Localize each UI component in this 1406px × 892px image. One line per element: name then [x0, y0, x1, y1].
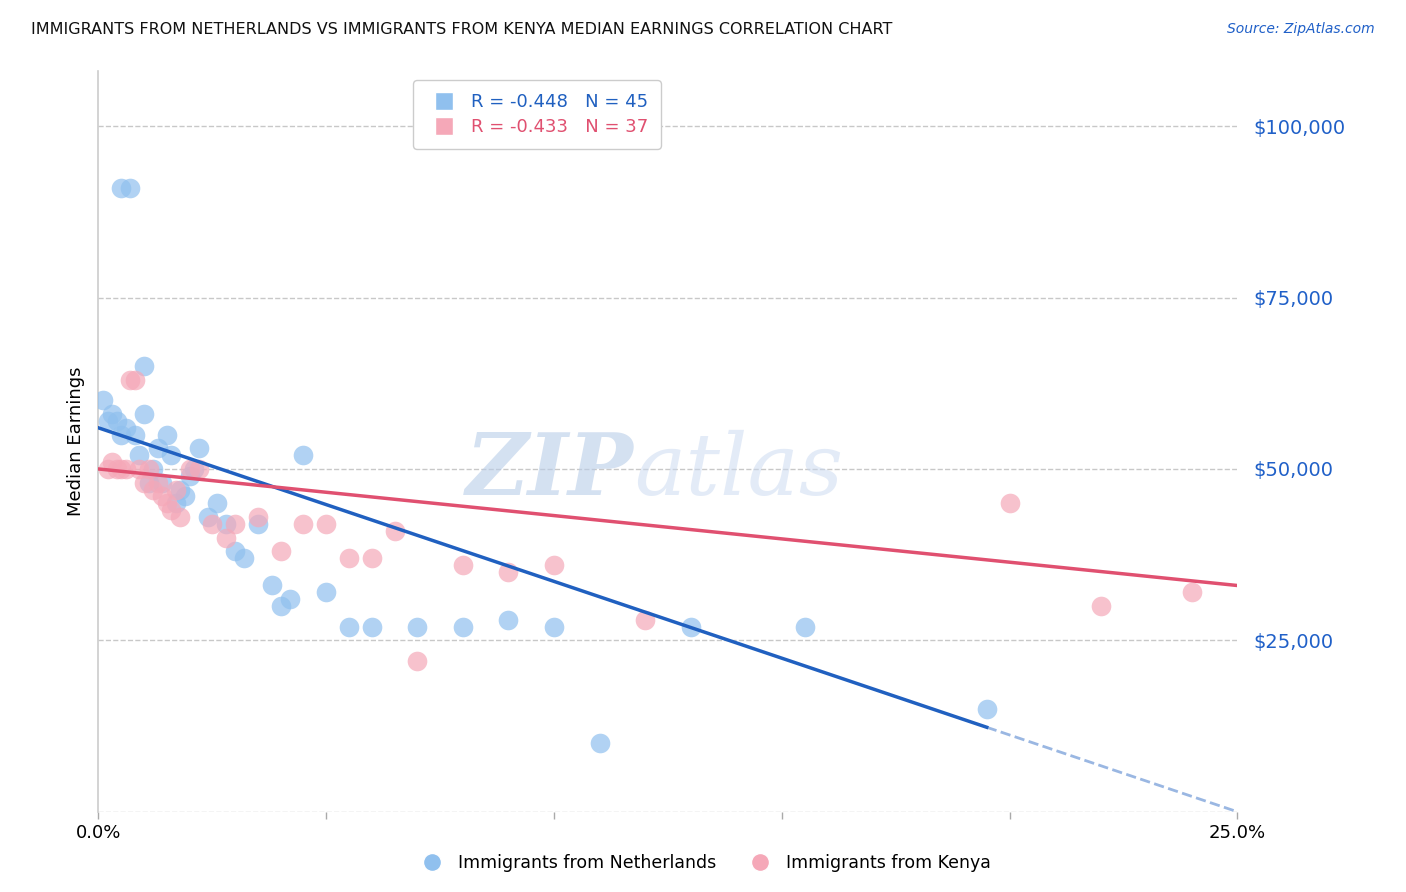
Legend: R = -0.448   N = 45, R = -0.433   N = 37: R = -0.448 N = 45, R = -0.433 N = 37 — [413, 80, 661, 149]
Point — [101, 455, 124, 469]
Point — [120, 181, 142, 195]
Point — [160, 448, 183, 462]
Point — [201, 516, 224, 531]
Point — [588, 736, 610, 750]
Point — [105, 414, 128, 428]
Point — [120, 373, 142, 387]
Point — [451, 558, 474, 572]
Point — [543, 619, 565, 633]
Point — [205, 496, 228, 510]
Point — [91, 393, 114, 408]
Point — [315, 585, 337, 599]
Point — [315, 516, 337, 531]
Point — [96, 462, 118, 476]
Point — [150, 489, 173, 503]
Point — [142, 483, 165, 497]
Point — [165, 496, 187, 510]
Point — [498, 613, 520, 627]
Point — [360, 551, 382, 566]
Point — [224, 516, 246, 531]
Point — [124, 373, 146, 387]
Point — [114, 421, 136, 435]
Point — [156, 496, 179, 510]
Point — [165, 483, 187, 497]
Point — [246, 510, 269, 524]
Point — [270, 599, 292, 613]
Point — [998, 496, 1021, 510]
Text: ZIP: ZIP — [465, 429, 634, 513]
Legend: Immigrants from Netherlands, Immigrants from Kenya: Immigrants from Netherlands, Immigrants … — [408, 847, 998, 879]
Point — [215, 531, 238, 545]
Point — [197, 510, 219, 524]
Point — [138, 475, 160, 490]
Point — [337, 551, 360, 566]
Point — [169, 510, 191, 524]
Point — [215, 516, 238, 531]
Point — [634, 613, 657, 627]
Point — [793, 619, 815, 633]
Point — [142, 462, 165, 476]
Point — [543, 558, 565, 572]
Point — [292, 448, 315, 462]
Point — [292, 516, 315, 531]
Point — [1181, 585, 1204, 599]
Point — [128, 448, 150, 462]
Point — [179, 468, 201, 483]
Point — [224, 544, 246, 558]
Point — [132, 475, 155, 490]
Point — [337, 619, 360, 633]
Point — [179, 462, 201, 476]
Point — [406, 654, 429, 668]
Point — [1090, 599, 1112, 613]
Point — [174, 489, 197, 503]
Point — [138, 462, 160, 476]
Point — [146, 442, 169, 456]
Point — [101, 407, 124, 421]
Point — [124, 427, 146, 442]
Point — [156, 427, 179, 442]
Point — [110, 181, 132, 195]
Point — [114, 462, 136, 476]
Point — [278, 592, 301, 607]
Y-axis label: Median Earnings: Median Earnings — [66, 367, 84, 516]
Point — [146, 475, 169, 490]
Text: IMMIGRANTS FROM NETHERLANDS VS IMMIGRANTS FROM KENYA MEDIAN EARNINGS CORRELATION: IMMIGRANTS FROM NETHERLANDS VS IMMIGRANT… — [31, 22, 893, 37]
Point — [270, 544, 292, 558]
Text: Source: ZipAtlas.com: Source: ZipAtlas.com — [1227, 22, 1375, 37]
Point — [260, 578, 283, 592]
Point — [132, 359, 155, 373]
Point — [96, 414, 118, 428]
Point — [451, 619, 474, 633]
Point — [976, 702, 998, 716]
Text: atlas: atlas — [634, 430, 842, 513]
Point — [160, 503, 183, 517]
Point — [498, 565, 520, 579]
Point — [360, 619, 382, 633]
Point — [132, 407, 155, 421]
Point — [169, 483, 191, 497]
Point — [110, 427, 132, 442]
Point — [187, 462, 209, 476]
Point — [384, 524, 406, 538]
Point — [128, 462, 150, 476]
Point — [679, 619, 702, 633]
Point — [110, 462, 132, 476]
Point — [150, 475, 173, 490]
Point — [406, 619, 429, 633]
Point — [187, 442, 209, 456]
Point — [233, 551, 256, 566]
Point — [246, 516, 269, 531]
Point — [183, 462, 205, 476]
Point — [105, 462, 128, 476]
